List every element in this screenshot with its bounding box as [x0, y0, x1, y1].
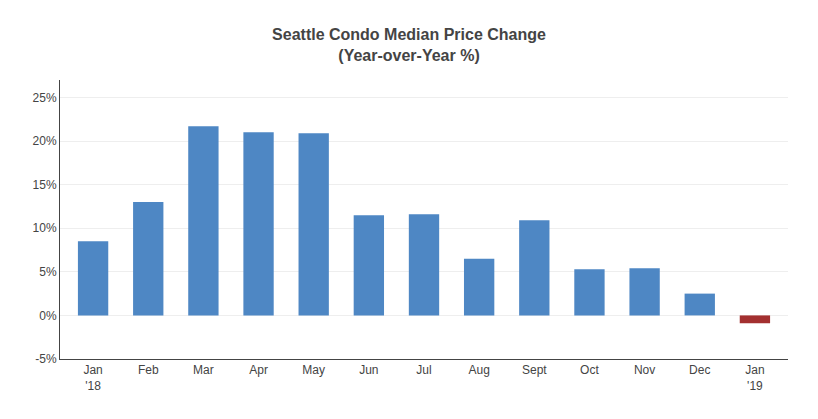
svg-text:Seattle Condo Median Price Cha: Seattle Condo Median Price Change(Year-o…	[272, 26, 546, 64]
svg-text:Jul: Jul	[416, 363, 431, 377]
svg-text:Sept: Sept	[522, 363, 547, 377]
svg-text:25%: 25%	[33, 91, 57, 105]
svg-text:May: May	[302, 363, 325, 377]
svg-text:0%: 0%	[39, 309, 57, 323]
svg-text:Mar: Mar	[193, 363, 214, 377]
svg-text:5%: 5%	[39, 265, 57, 279]
svg-text:Jan'19: Jan'19	[745, 363, 764, 393]
svg-text:Apr: Apr	[249, 363, 268, 377]
svg-text:Nov: Nov	[634, 363, 655, 377]
svg-text:Jun: Jun	[359, 363, 378, 377]
svg-text:15%: 15%	[33, 178, 57, 192]
svg-text:Jan'18: Jan'18	[83, 363, 102, 393]
svg-text:Oct: Oct	[580, 363, 599, 377]
svg-text:-5%: -5%	[35, 352, 57, 366]
svg-text:20%: 20%	[33, 134, 57, 148]
svg-text:Aug: Aug	[468, 363, 489, 377]
svg-text:Dec: Dec	[689, 363, 710, 377]
svg-text:10%: 10%	[33, 221, 57, 235]
svg-text:Feb: Feb	[138, 363, 159, 377]
